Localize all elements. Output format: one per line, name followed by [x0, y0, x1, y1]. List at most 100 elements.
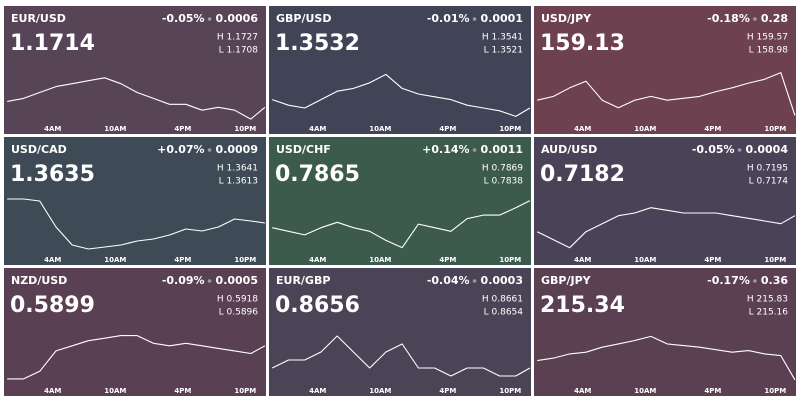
tile-background	[269, 6, 531, 134]
x-tick-label: 4PM	[704, 125, 721, 133]
x-tick-label: 10PM	[234, 256, 256, 264]
x-tick-label: 10PM	[764, 125, 786, 133]
x-tick-label: 10PM	[499, 387, 521, 395]
day-low: L 1.3613	[219, 177, 258, 187]
x-tick-label: 4AM	[574, 125, 591, 133]
price: 215.34	[540, 293, 625, 318]
separator-dot	[753, 17, 757, 21]
price-line	[272, 73, 531, 117]
x-tick-label: 10AM	[634, 125, 656, 133]
price-line	[7, 77, 266, 120]
change-pct: +0.14%	[422, 143, 469, 156]
x-tick-label: 4PM	[174, 125, 191, 133]
x-tick-label: 10AM	[369, 387, 391, 395]
tile-background	[4, 268, 266, 396]
change-abs: 0.0009	[216, 143, 258, 156]
price: 159.13	[540, 31, 625, 56]
x-tick-label: 4AM	[44, 256, 61, 264]
day-high: H 0.5918	[217, 295, 258, 305]
tile-background	[534, 137, 796, 265]
change-pct: -0.01%	[427, 12, 470, 25]
change-pct: -0.05%	[162, 12, 205, 25]
ticker-tile: AUD/USD 0.7182 0.0004 -0.05% H 0.7195 L 0.717…	[534, 137, 796, 265]
day-high: H 0.7195	[747, 164, 788, 174]
pair-title: EUR/GBP	[276, 274, 330, 287]
price-line	[271, 335, 531, 377]
x-tick-label: 4PM	[174, 256, 191, 264]
ticker-tile: USD/CAD 1.3635 0.0009 +0.07% H 1.3641 L 1.361…	[4, 137, 266, 265]
pair-title: USD/CAD	[11, 143, 67, 156]
price-line	[536, 207, 796, 249]
pair-title: EUR/USD	[11, 12, 66, 25]
change-abs: 0.28	[761, 12, 788, 25]
x-tick-label: 4AM	[309, 387, 326, 395]
separator-dot	[207, 279, 212, 283]
ticker-tile: EUR/USD 1.1714 0.0006 -0.05% H 1.1727 L 1.170…	[4, 6, 266, 134]
day-high: H 159.57	[747, 33, 788, 43]
day-low: L 1.3521	[484, 46, 523, 56]
x-tick-label: 10AM	[104, 387, 126, 395]
ticker-tile: GBP/JPY 215.34 0.36 -0.17% H 215.83 L 215.16 4…	[534, 268, 796, 396]
x-tick-label: 4PM	[439, 256, 456, 264]
separator-dot	[207, 148, 212, 152]
price: 1.3532	[275, 31, 360, 56]
price-line	[7, 335, 266, 380]
separator-dot	[472, 17, 477, 21]
change-pct: -0.04%	[427, 274, 470, 287]
ticker-tile: NZD/USD 0.5899 0.0005 -0.09% H 0.5918 L 0.589…	[4, 268, 266, 396]
day-high: H 0.7869	[482, 164, 523, 174]
day-low: L 0.7838	[484, 177, 524, 187]
x-tick-label: 4PM	[439, 125, 456, 133]
pair-title: GBP/JPY	[541, 274, 592, 287]
x-tick-label: 10PM	[499, 125, 521, 133]
tile-background	[534, 6, 796, 134]
day-low: L 0.8654	[484, 308, 524, 318]
day-high: H 1.1727	[217, 33, 258, 43]
price: 0.8656	[275, 293, 360, 318]
x-tick-label: 10AM	[369, 125, 391, 133]
day-high: H 215.83	[747, 295, 788, 305]
separator-dot	[737, 148, 742, 152]
day-low: L 0.5896	[219, 308, 259, 318]
tile-background	[269, 137, 531, 265]
change-abs: 0.0001	[481, 12, 523, 25]
separator-dot	[753, 279, 757, 283]
pair-title: GBP/USD	[276, 12, 331, 25]
change-abs: 0.36	[761, 274, 788, 287]
day-low: L 215.16	[749, 308, 789, 318]
price-line	[272, 200, 531, 249]
tile-background	[269, 268, 531, 396]
day-high: H 0.8661	[482, 295, 523, 305]
day-high: H 1.3641	[217, 164, 258, 174]
change-pct: -0.09%	[162, 274, 205, 287]
price: 1.3635	[10, 162, 95, 187]
x-tick-label: 4AM	[44, 387, 61, 395]
x-tick-label: 4PM	[174, 387, 191, 395]
pair-title: USD/CHF	[276, 143, 331, 156]
tile-background	[534, 268, 796, 396]
price-line	[537, 335, 796, 381]
ticker-tile: GBP/USD 1.3532 0.0001 -0.01% H 1.3541 L 1.352…	[269, 6, 531, 134]
x-tick-label: 4AM	[309, 125, 326, 133]
pair-title: NZD/USD	[11, 274, 67, 287]
ticker-tile: USD/CHF 0.7865 0.0011 +0.14% H 0.7869 L 0.783…	[269, 137, 531, 265]
price: 0.5899	[10, 293, 95, 318]
separator-dot	[472, 148, 477, 152]
day-high: H 1.3541	[482, 33, 523, 43]
x-tick-label: 10PM	[234, 387, 256, 395]
x-tick-label: 4AM	[574, 387, 591, 395]
x-tick-label: 4AM	[574, 256, 591, 264]
ticker-tile: EUR/GBP 0.8656 0.0003 -0.04% H 0.8661 L 0.865…	[269, 268, 531, 396]
x-tick-label: 10PM	[499, 256, 521, 264]
change-abs: 0.0006	[216, 12, 259, 25]
x-tick-label: 10AM	[369, 256, 391, 264]
change-abs: 0.0004	[746, 143, 789, 156]
price: 1.1714	[10, 31, 95, 56]
x-tick-label: 10AM	[634, 256, 656, 264]
price: 0.7865	[275, 162, 360, 187]
price-line	[7, 198, 265, 250]
price-line	[537, 72, 796, 116]
separator-dot	[472, 279, 477, 283]
ticker-tile: USD/JPY 159.13 0.28 -0.18% H 159.57 L 158.98 4…	[534, 6, 796, 134]
